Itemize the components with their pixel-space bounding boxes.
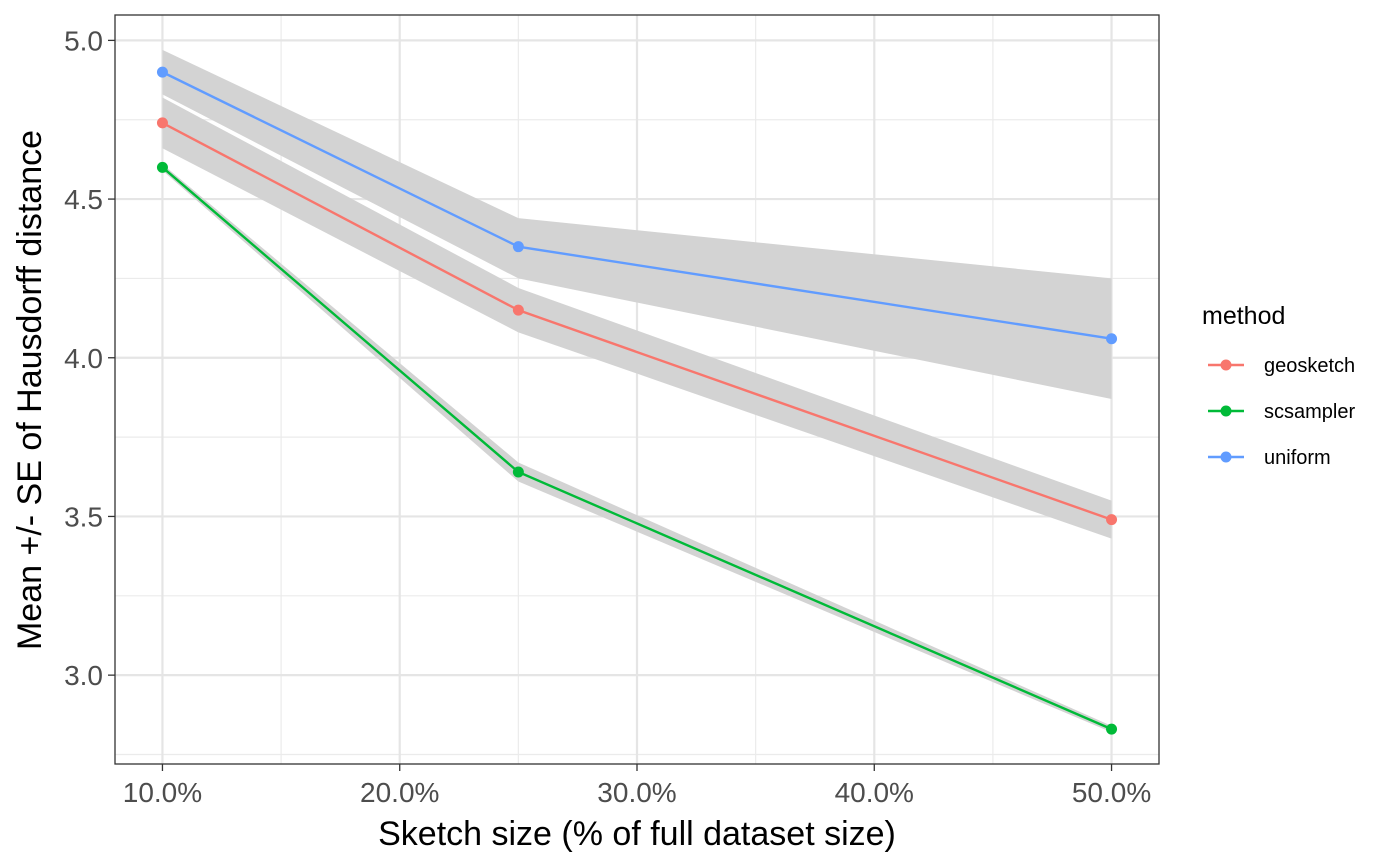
legend-label-scsampler: scsampler bbox=[1264, 401, 1355, 423]
y-tick-label: 4.5 bbox=[64, 184, 103, 215]
ribbon-uniform bbox=[162, 49, 1112, 400]
ribbon-geosketch bbox=[162, 97, 1112, 539]
point-uniform bbox=[512, 241, 524, 253]
point-scsampler bbox=[512, 466, 524, 478]
series-points bbox=[156, 66, 1118, 735]
legend-title: method bbox=[1202, 302, 1285, 330]
point-scsampler bbox=[156, 161, 168, 173]
point-uniform bbox=[1106, 333, 1118, 345]
y-tick-label: 3.5 bbox=[64, 501, 103, 532]
legend-label-geosketch: geosketch bbox=[1264, 355, 1355, 377]
confidence-ribbons bbox=[162, 49, 1112, 733]
x-tick-label: 20.0% bbox=[360, 777, 439, 808]
point-scsampler bbox=[1106, 723, 1118, 735]
legend-key-point-scsampler bbox=[1220, 405, 1232, 417]
legend-key-point-geosketch bbox=[1220, 359, 1232, 371]
x-axis-ticks: 10.0% 20.0% 30.0% 40.0% 50.0% bbox=[123, 764, 1151, 808]
y-axis-title: Mean +/- SE of Hausdorff distance bbox=[11, 130, 49, 650]
y-axis-ticks: 3.0 3.5 4.0 4.5 5.0 bbox=[64, 25, 115, 691]
y-tick-label: 4.0 bbox=[64, 343, 103, 374]
legend: method geosketch scsampler uniform bbox=[1202, 302, 1355, 469]
legend-label-uniform: uniform bbox=[1264, 447, 1331, 469]
x-tick-label: 40.0% bbox=[835, 777, 914, 808]
point-geosketch bbox=[156, 117, 168, 129]
point-uniform bbox=[156, 66, 168, 78]
point-geosketch bbox=[1106, 514, 1118, 526]
x-tick-label: 50.0% bbox=[1072, 777, 1151, 808]
y-tick-label: 5.0 bbox=[64, 25, 103, 56]
y-tick-label: 3.0 bbox=[64, 660, 103, 691]
legend-key-point-uniform bbox=[1220, 451, 1232, 463]
x-axis-title: Sketch size (% of full dataset size) bbox=[378, 815, 896, 853]
legend-items: geosketch scsampler uniform bbox=[1208, 355, 1355, 469]
x-tick-label: 30.0% bbox=[597, 777, 676, 808]
point-geosketch bbox=[512, 304, 524, 316]
x-tick-label: 10.0% bbox=[123, 777, 202, 808]
